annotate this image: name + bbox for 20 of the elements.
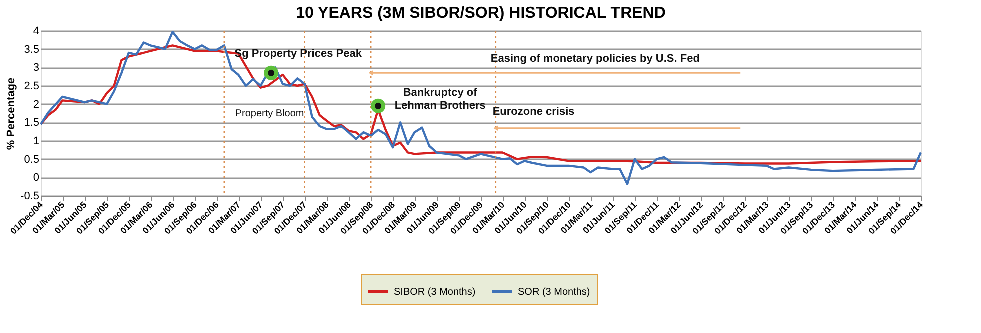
y-axis-title: % Percentage (6, 78, 18, 150)
y-tick-label: 2 (33, 98, 40, 111)
y-tick-label: 3 (33, 62, 40, 74)
annotation: Easing of monetary policies by U.S. Fed (490, 53, 700, 66)
legend-label: SIBOR (3 Months) (394, 286, 476, 298)
chart-title: 10 YEARS (3M SIBOR/SOR) HISTORICAL TREND (296, 5, 666, 22)
annotation: Property Bloom (235, 108, 304, 120)
y-tick-label: 1 (33, 136, 40, 148)
y-tick-label: 3.5 (24, 44, 40, 56)
line-series (40, 31, 922, 186)
annotation: Eurozone crisis (492, 106, 575, 118)
annotation: Bankruptcy of Lehman Brothers (394, 87, 486, 112)
legend-label: SOR (3 Months) (518, 286, 590, 298)
y-tick-label: 0.5 (24, 154, 40, 166)
y-tick-label: -0.5 (20, 190, 40, 202)
y-tick-label: 4 (33, 26, 40, 38)
annotation: Sg Property Prices Peak (234, 48, 363, 60)
y-tick-label: 1.5 (24, 117, 40, 130)
y-tick-label: 2.5 (24, 80, 40, 92)
y-tick-label: 0 (33, 172, 40, 184)
